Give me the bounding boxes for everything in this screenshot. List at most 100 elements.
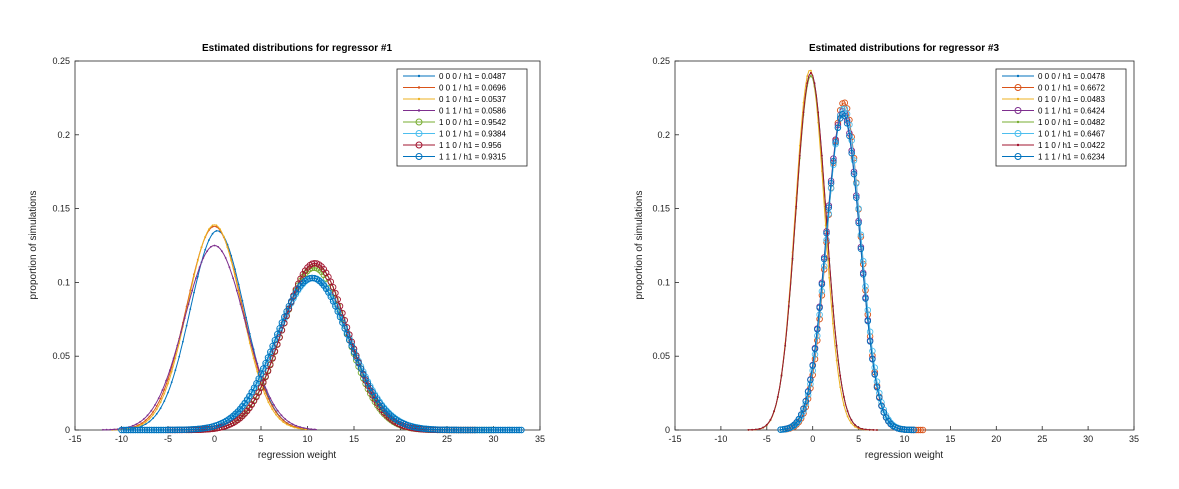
data-point <box>873 384 881 391</box>
data-point <box>311 259 318 267</box>
data-point <box>141 423 143 426</box>
data-point <box>504 426 511 434</box>
x-tick-label: 0 <box>212 434 217 444</box>
data-point <box>795 205 798 208</box>
data-point <box>846 132 853 140</box>
data-point <box>834 124 842 132</box>
data-point <box>278 418 281 420</box>
data-point <box>462 426 469 434</box>
data-point <box>193 291 195 294</box>
data-point <box>167 426 174 434</box>
legend-item: 1 0 1 / h1 = 0.6467 <box>1002 130 1105 139</box>
data-point <box>480 426 488 434</box>
data-point <box>800 405 807 413</box>
data-point <box>148 426 155 434</box>
legend-label: 0 1 1 / h1 = 0.0586 <box>439 107 506 116</box>
legend-label: 0 0 1 / h1 = 0.0696 <box>439 84 506 93</box>
data-point <box>754 428 757 431</box>
data-point <box>910 426 917 434</box>
x-tick-label: 10 <box>899 434 909 444</box>
data-point <box>165 379 168 382</box>
data-point <box>213 244 216 247</box>
data-point <box>432 426 439 433</box>
data-point <box>903 426 911 433</box>
data-point <box>176 344 179 347</box>
data-point <box>159 397 162 400</box>
data-point <box>136 426 144 434</box>
data-point <box>828 276 831 279</box>
data-point <box>178 355 181 358</box>
data-point <box>471 426 479 434</box>
data-point <box>172 357 175 360</box>
data-point <box>515 426 523 434</box>
data-point <box>221 250 223 253</box>
legend-label: 1 1 0 / h1 = 0.956 <box>439 141 502 150</box>
data-point <box>144 419 147 422</box>
data-point <box>162 426 169 434</box>
legend-item: 0 0 0 / h1 = 0.0478 <box>1002 72 1105 81</box>
data-point <box>297 427 300 430</box>
data-point <box>374 396 381 403</box>
data-point <box>161 389 164 391</box>
series-line <box>121 277 522 431</box>
data-point <box>802 111 805 114</box>
data-point <box>139 426 146 434</box>
data-point <box>355 359 362 367</box>
data-point <box>494 426 502 434</box>
data-point <box>247 331 249 333</box>
data-point <box>464 426 472 434</box>
data-point <box>180 331 182 333</box>
data-point <box>167 378 169 381</box>
y-tick-label: 0 <box>65 425 70 435</box>
data-point <box>818 280 826 288</box>
plot-area: -15 -10 -5 0 5 10 15 20 25 30 35 0 0.05 0.1 0.15 0.2 0.2… <box>652 56 1139 444</box>
data-point <box>155 405 158 407</box>
data-point <box>204 424 211 431</box>
data-point <box>284 418 287 420</box>
chart-title: Estimated distributions for regressor #3 <box>809 43 999 54</box>
data-point <box>841 105 849 112</box>
x-tick-label: -10 <box>115 434 128 444</box>
data-point <box>264 354 272 361</box>
data-point <box>780 374 783 377</box>
data-point <box>346 336 353 344</box>
data-point <box>281 313 288 321</box>
data-point <box>131 424 134 427</box>
legend-item: 1 0 0 / h1 = 0.9542 <box>403 118 506 127</box>
legend-marker <box>1016 97 1020 101</box>
data-point <box>898 426 906 433</box>
data-point <box>178 426 186 434</box>
data-point <box>327 278 335 286</box>
data-point <box>262 359 269 367</box>
data-point <box>269 397 272 400</box>
data-point <box>487 426 495 434</box>
data-point <box>191 289 194 292</box>
x-tick-label: 20 <box>991 434 1001 444</box>
data-point <box>813 82 816 85</box>
data-point <box>469 426 476 434</box>
data-point <box>122 426 130 434</box>
data-point <box>832 305 834 307</box>
data-point <box>195 277 197 280</box>
data-point <box>189 308 192 310</box>
data-point <box>776 396 779 398</box>
data-point <box>850 422 853 424</box>
data-point <box>132 426 139 434</box>
data-point <box>777 426 784 433</box>
data-point <box>276 334 283 341</box>
data-point <box>127 426 135 434</box>
data-point <box>806 75 809 77</box>
data-point <box>269 355 276 362</box>
data-point <box>350 348 358 356</box>
data-point <box>308 260 316 268</box>
legend-item: 0 1 0 / h1 = 0.0483 <box>1002 95 1105 104</box>
data-point <box>919 426 927 434</box>
data-point <box>798 154 801 157</box>
data-point <box>260 365 267 372</box>
data-point <box>439 426 446 434</box>
series-line <box>121 277 522 431</box>
x-tick-label: 20 <box>395 434 405 444</box>
data-point <box>418 425 425 432</box>
data-point <box>861 428 864 430</box>
